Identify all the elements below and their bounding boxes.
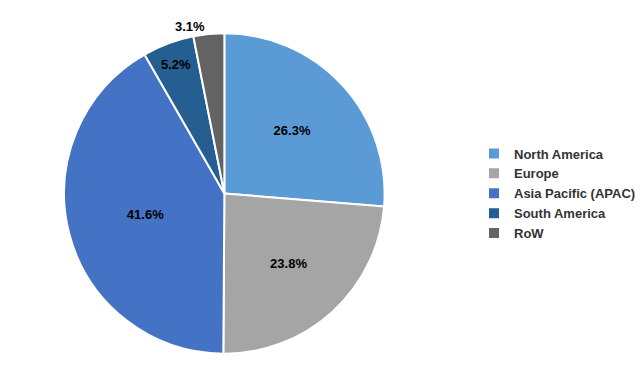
svg-text:41.6%: 41.6% xyxy=(127,207,164,222)
svg-text:23.8%: 23.8% xyxy=(270,256,307,271)
svg-text:3.1%: 3.1% xyxy=(175,19,205,34)
svg-text:South America: South America xyxy=(514,206,606,221)
svg-text:North America: North America xyxy=(514,147,604,162)
svg-text:26.3%: 26.3% xyxy=(274,123,311,138)
svg-text:RoW: RoW xyxy=(514,226,544,241)
svg-text:5.2%: 5.2% xyxy=(161,57,191,72)
svg-text:Europe: Europe xyxy=(514,166,559,181)
svg-text:Asia Pacific (APAC): Asia Pacific (APAC) xyxy=(514,186,635,201)
